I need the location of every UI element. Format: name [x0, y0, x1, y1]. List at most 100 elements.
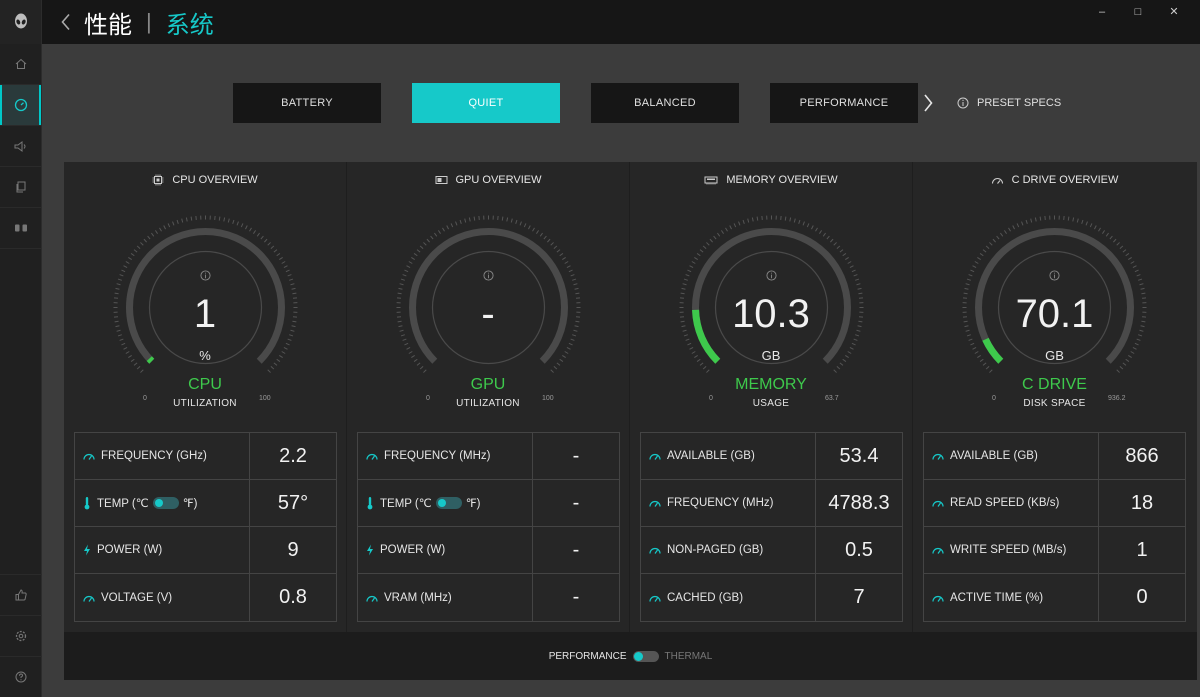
gauge-tick	[536, 230, 540, 234]
gauge-info-button[interactable]	[64, 268, 346, 286]
home-icon	[15, 58, 26, 69]
minimize-button[interactable]: –	[1098, 6, 1106, 18]
gauge-tick	[270, 366, 275, 370]
gauge-tick	[114, 320, 119, 323]
gauge-tick	[811, 225, 814, 230]
gauge-fill	[146, 356, 155, 364]
gauge-tick	[1132, 265, 1137, 268]
gauge-icon	[366, 595, 378, 602]
gauge-tick	[287, 338, 292, 341]
preset-specs-link[interactable]: PRESET SPECS	[957, 97, 1061, 109]
gauge-max: 100	[542, 395, 554, 402]
gauge-tick	[119, 338, 124, 341]
gauge-tick	[402, 338, 407, 341]
gauge-tick	[464, 218, 467, 223]
gauge-tick	[985, 245, 990, 249]
gauge-tick	[276, 253, 281, 257]
gauge-max: 100	[259, 395, 271, 402]
sidebar-item-audio[interactable]	[0, 126, 41, 167]
gauge-tick	[802, 221, 805, 226]
gauge-min: 0	[992, 395, 996, 402]
gauge-tick	[159, 227, 162, 232]
mode-performance-button[interactable]: PERFORMANCE	[770, 83, 918, 123]
mode-balanced-button[interactable]: BALANCED	[591, 83, 739, 123]
gauge-tick	[963, 320, 968, 323]
maximize-button[interactable]: □	[1134, 6, 1142, 18]
gauge-icon	[932, 547, 944, 554]
stat-label: POWER (W)	[380, 544, 446, 556]
gauge-tick	[806, 223, 810, 228]
gauge-tick	[830, 238, 834, 243]
mode-battery-button[interactable]: BATTERY	[233, 83, 381, 123]
gauge	[962, 215, 1147, 373]
alien-logo-icon[interactable]	[0, 0, 41, 44]
gauge-tick	[267, 369, 271, 373]
gauge-tick	[236, 221, 239, 226]
stat-value: -	[572, 538, 580, 561]
gauge-tick	[423, 369, 427, 373]
gauge-icon	[366, 453, 378, 460]
gauge-tick	[167, 223, 171, 228]
gauge-tick	[849, 265, 854, 268]
close-button[interactable]: ✕	[1169, 6, 1179, 18]
gauge-tick	[136, 245, 141, 249]
sidebar-item-feedback[interactable]	[0, 574, 42, 615]
gauge-tick	[1085, 221, 1088, 226]
gauge-info-button[interactable]	[630, 268, 912, 286]
sidebar-item-settings[interactable]	[0, 615, 42, 656]
stat-value: 7	[853, 586, 865, 608]
temp-unit-toggle[interactable]	[152, 497, 179, 509]
gauge-tick	[573, 329, 578, 332]
gauge-tick	[163, 225, 166, 230]
gauge-tick	[117, 278, 122, 281]
mode-quiet-button[interactable]: QUIET	[412, 83, 560, 123]
breadcrumb-parent[interactable]: 性能	[84, 10, 132, 39]
gauge-tick	[290, 283, 295, 286]
stat-label-end: ℉)	[182, 498, 198, 510]
gauge-tick	[1136, 274, 1141, 277]
performance-thermal-toggle[interactable]	[632, 650, 659, 662]
gauge-tick	[147, 235, 151, 240]
gauge-tick	[116, 283, 121, 286]
stat-row: POWER (W) 9	[75, 527, 336, 574]
gauge-tick	[413, 358, 418, 362]
stat-label: FREQUENCY (MHz)	[667, 497, 774, 509]
gauge-tick	[570, 338, 575, 341]
gauge-tick	[459, 219, 462, 224]
sidebar-item-help[interactable]	[0, 656, 42, 697]
gauge-tick	[442, 227, 445, 232]
sidebar-item-performance[interactable]	[0, 85, 41, 126]
gauge-tick	[747, 218, 750, 223]
gauge-tick	[1138, 334, 1143, 337]
gauge-tick	[556, 249, 561, 253]
gauge-info-button[interactable]	[347, 268, 629, 286]
gauge-icon	[83, 595, 95, 602]
gauge-tick	[1119, 366, 1124, 370]
gauge-tick	[972, 347, 977, 350]
gauge-tick	[413, 253, 418, 257]
gauge-tick	[1130, 351, 1135, 354]
stats-table: FREQUENCY (MHz) - TEMP (℃ ℉) - POWER (W) …	[357, 432, 620, 622]
gauge-inner-ring	[997, 250, 1112, 365]
gauge-tick	[434, 232, 438, 237]
stat-row: VRAM (MHz) -	[358, 574, 619, 621]
gauge-tick	[568, 342, 573, 346]
gauge-label: GPU	[470, 376, 506, 393]
gauge-tick	[562, 256, 566, 260]
back-button[interactable]	[48, 13, 84, 31]
gauge-tick	[570, 274, 575, 277]
gauge-tick	[857, 325, 862, 328]
gauge-tick	[291, 325, 296, 328]
temp-unit-toggle[interactable]	[435, 497, 462, 509]
gauge-tick	[256, 232, 260, 237]
sidebar-item-home[interactable]	[0, 44, 41, 85]
gauge-info-button[interactable]	[913, 268, 1196, 286]
sidebar-item-library[interactable]	[0, 167, 41, 208]
stat-label: POWER (W)	[97, 544, 163, 556]
sidebar-item-devices[interactable]	[0, 208, 41, 249]
gauge-tick	[281, 351, 286, 354]
next-mode-button[interactable]	[923, 93, 943, 113]
gauge-tick	[136, 366, 141, 370]
gauge	[113, 215, 298, 373]
memory-overview: MEMORY OVERVIEW 10.3 GB MEMORY USAGE 0 6…	[630, 162, 913, 632]
